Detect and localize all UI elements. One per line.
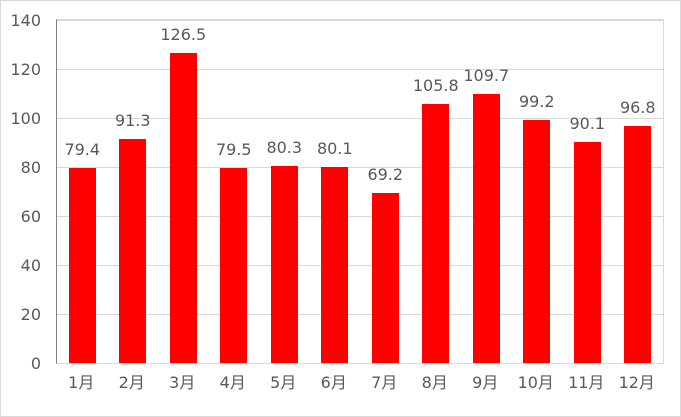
- x-axis-category-label: 5月: [270, 373, 297, 392]
- y-axis-tick-label: 0: [30, 353, 41, 373]
- x-axis: 1月 2月 3月 4月 5月 6月 7月 8月 9月 10月 11月 12月: [56, 373, 664, 397]
- y-axis-tick-label: 40: [20, 255, 41, 275]
- gridline: [57, 69, 663, 70]
- bar-value-label: 126.5: [160, 25, 207, 45]
- bar-value-label: 105.8: [412, 75, 459, 95]
- bar-value-label: 80.3: [266, 138, 303, 158]
- y-axis: 0 20 40 60 80 100 120 140: [1, 11, 41, 373]
- x-axis-category-label: 6月: [320, 373, 347, 392]
- y-axis-tick-label: 100: [10, 108, 41, 128]
- x-axis-category-label: 12月: [618, 373, 655, 392]
- x-axis-category-label: 1月: [68, 373, 95, 392]
- gridline: [57, 216, 663, 217]
- x-axis-category-label: 3月: [169, 373, 196, 392]
- bar-value-label: 69.2: [367, 165, 404, 185]
- bar: [220, 168, 248, 363]
- gridline: [57, 314, 663, 315]
- y-axis-tick-label: 120: [10, 59, 41, 79]
- bar: [472, 94, 500, 363]
- bar: [169, 53, 197, 363]
- x-axis-category-label: 10月: [517, 373, 554, 392]
- bar-value-label: 99.2: [518, 91, 555, 111]
- x-axis-category-label: 2月: [118, 373, 145, 392]
- bar: [119, 139, 147, 363]
- bar-value-label: 109.7: [463, 66, 510, 86]
- gridline: [57, 265, 663, 266]
- bar-value-label: 79.5: [215, 140, 252, 160]
- bar: [321, 166, 349, 363]
- y-axis-tick-label: 80: [20, 157, 41, 177]
- bar: [371, 193, 399, 363]
- y-axis-tick-label: 60: [20, 206, 41, 226]
- x-axis-category-label: 9月: [472, 373, 499, 392]
- bar: [624, 125, 652, 363]
- y-axis-tick-label: 140: [10, 10, 41, 30]
- bar-value-label: 79.4: [64, 140, 101, 160]
- gridline: [57, 167, 663, 168]
- x-axis-category-label: 8月: [421, 373, 448, 392]
- bar-value-label: 91.3: [114, 111, 151, 131]
- y-axis-tick-label: 20: [20, 304, 41, 324]
- bar-value-label: 90.1: [569, 114, 606, 134]
- x-axis-category-label: 4月: [219, 373, 246, 392]
- bar: [523, 119, 551, 363]
- gridline: [57, 118, 663, 119]
- x-axis-category-label: 7月: [371, 373, 398, 392]
- plot-area: 79.4 91.3 126.5 79.5 80.3 80.1 69.2 105.8 109.7 9…: [56, 19, 664, 364]
- bar-value-label: 96.8: [619, 97, 656, 117]
- bar-value-label: 80.1: [316, 138, 353, 158]
- gridline: [57, 20, 663, 21]
- bar: [573, 142, 601, 363]
- bar: [68, 168, 96, 363]
- x-axis-category-label: 11月: [568, 373, 605, 392]
- bar: [270, 166, 298, 363]
- bar: [422, 103, 450, 363]
